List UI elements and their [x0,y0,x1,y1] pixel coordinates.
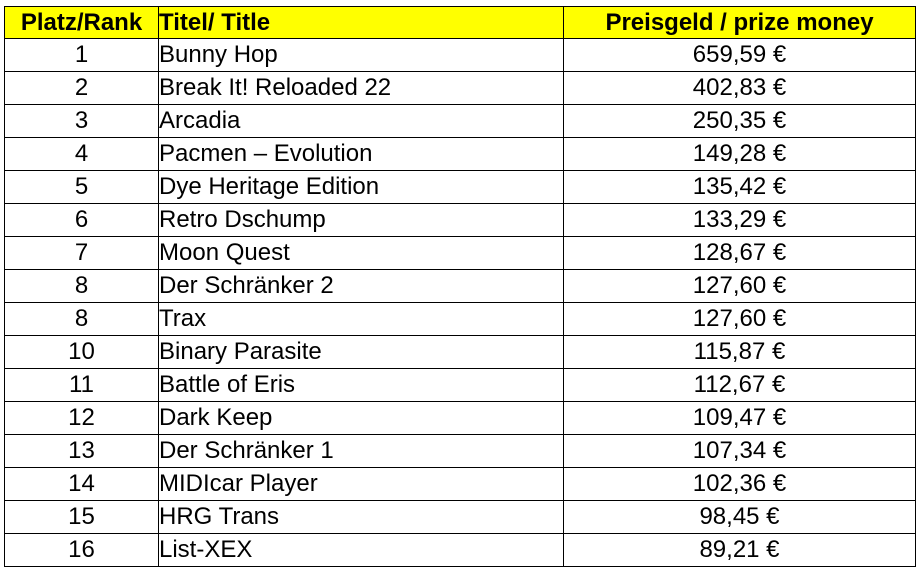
header-prize-money: Preisgeld / prize money [563,6,916,39]
title-cell: Binary Parasite [158,335,564,369]
prize-cell: 127,60 € [563,269,916,303]
table-row: 10 Binary Parasite 115,87 € [4,335,916,369]
rank-cell: 3 [4,104,159,138]
prize-cell: 112,67 € [563,368,916,402]
table-row: 6 Retro Dschump 133,29 € [4,203,916,237]
rank-cell: 8 [4,302,159,336]
table-row: 11 Battle of Eris 112,67 € [4,368,916,402]
title-cell: Trax [158,302,564,336]
prize-cell: 128,67 € [563,236,916,270]
table-row: 4 Pacmen – Evolution 149,28 € [4,137,916,171]
table-row: 8 Der Schränker 2 127,60 € [4,269,916,303]
title-cell: Der Schränker 1 [158,434,564,468]
table-row: 13 Der Schränker 1 107,34 € [4,434,916,468]
table-row: 12 Dark Keep 109,47 € [4,401,916,435]
prize-cell: 109,47 € [563,401,916,435]
prize-cell: 402,83 € [563,71,916,105]
prize-cell: 89,21 € [563,533,916,567]
rank-cell: 7 [4,236,159,270]
table-row: 7 Moon Quest 128,67 € [4,236,916,270]
prize-cell: 102,36 € [563,467,916,501]
rank-cell: 11 [4,368,159,402]
prize-cell: 107,34 € [563,434,916,468]
title-cell: Der Schränker 2 [158,269,564,303]
rank-cell: 15 [4,500,159,534]
table-row: 3 Arcadia 250,35 € [4,104,916,138]
rank-cell: 16 [4,533,159,567]
title-cell: Break It! Reloaded 22 [158,71,564,105]
table-row: 16 List-XEX 89,21 € [4,533,916,567]
prize-cell: 127,60 € [563,302,916,336]
title-cell: List-XEX [158,533,564,567]
title-cell: Battle of Eris [158,368,564,402]
rank-cell: 2 [4,71,159,105]
title-cell: Retro Dschump [158,203,564,237]
rank-cell: 6 [4,203,159,237]
rank-cell: 1 [4,38,159,72]
rank-cell: 13 [4,434,159,468]
title-cell: MIDIcar Player [158,467,564,501]
rank-cell: 8 [4,269,159,303]
title-cell: Moon Quest [158,236,564,270]
prize-cell: 133,29 € [563,203,916,237]
rank-cell: 12 [4,401,159,435]
title-cell: Dark Keep [158,401,564,435]
title-cell: HRG Trans [158,500,564,534]
rank-cell: 10 [4,335,159,369]
table-row: 8 Trax 127,60 € [4,302,916,336]
rank-cell: 5 [4,170,159,204]
header-row: Platz/Rank Titel/ Title Preisgeld / priz… [4,6,916,39]
results-body: 1 Bunny Hop 659,59 € 2 Break It! Reloade… [4,38,916,567]
prize-cell: 115,87 € [563,335,916,369]
header-title: Titel/ Title [158,6,564,39]
table-row: 14 MIDIcar Player 102,36 € [4,467,916,501]
prize-cell: 250,35 € [563,104,916,138]
prize-cell: 659,59 € [563,38,916,72]
title-cell: Bunny Hop [158,38,564,72]
prize-results-table: Platz/Rank Titel/ Title Preisgeld / priz… [4,6,916,567]
prize-cell: 98,45 € [563,500,916,534]
table-row: 1 Bunny Hop 659,59 € [4,38,916,72]
title-cell: Pacmen – Evolution [158,137,564,171]
header-rank: Platz/Rank [4,6,159,39]
table-row: 2 Break It! Reloaded 22 402,83 € [4,71,916,105]
prize-cell: 149,28 € [563,137,916,171]
prize-cell: 135,42 € [563,170,916,204]
title-cell: Dye Heritage Edition [158,170,564,204]
table-row: 15 HRG Trans 98,45 € [4,500,916,534]
rank-cell: 14 [4,467,159,501]
title-cell: Arcadia [158,104,564,138]
rank-cell: 4 [4,137,159,171]
table-row: 5 Dye Heritage Edition 135,42 € [4,170,916,204]
